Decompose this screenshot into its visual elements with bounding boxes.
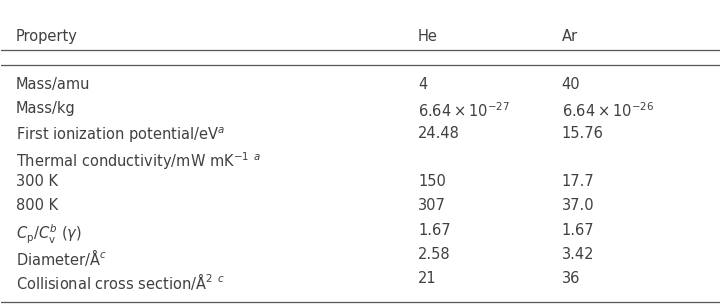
Text: 1.67: 1.67 <box>562 223 594 238</box>
Text: 307: 307 <box>418 199 446 214</box>
Text: 4: 4 <box>418 77 428 92</box>
Text: Collisional cross section/Å$^{2}$ $^{c}$: Collisional cross section/Å$^{2}$ $^{c}$ <box>16 271 225 292</box>
Text: 40: 40 <box>562 77 580 92</box>
Text: Diameter/Å$^{c}$: Diameter/Å$^{c}$ <box>16 247 107 268</box>
Text: Mass/amu: Mass/amu <box>16 77 90 92</box>
Text: Property: Property <box>16 29 78 44</box>
Text: 1.67: 1.67 <box>418 223 451 238</box>
Text: 24.48: 24.48 <box>418 126 460 141</box>
Text: 300 K: 300 K <box>16 174 58 189</box>
Text: 37.0: 37.0 <box>562 199 594 214</box>
Text: $6.64 \times 10^{-26}$: $6.64 \times 10^{-26}$ <box>562 102 654 120</box>
Text: Thermal conductivity/mW mK$^{-1}$ $^{a}$: Thermal conductivity/mW mK$^{-1}$ $^{a}$ <box>16 150 261 172</box>
Text: $6.64 \times 10^{-27}$: $6.64 \times 10^{-27}$ <box>418 102 510 120</box>
Text: He: He <box>418 29 438 44</box>
Text: 150: 150 <box>418 174 446 189</box>
Text: 2.58: 2.58 <box>418 247 451 262</box>
Text: $C_{\mathrm{p}}/C_{\mathrm{v}}^{b}$ ($\gamma$): $C_{\mathrm{p}}/C_{\mathrm{v}}^{b}$ ($\g… <box>16 223 81 246</box>
Text: Ar: Ar <box>562 29 578 44</box>
Text: First ionization potential/eV$^{a}$: First ionization potential/eV$^{a}$ <box>16 126 225 145</box>
Text: 21: 21 <box>418 271 437 286</box>
Text: 15.76: 15.76 <box>562 126 603 141</box>
Text: 36: 36 <box>562 271 580 286</box>
Text: Mass/kg: Mass/kg <box>16 102 76 117</box>
Text: 17.7: 17.7 <box>562 174 594 189</box>
Text: 800 K: 800 K <box>16 199 58 214</box>
Text: 3.42: 3.42 <box>562 247 594 262</box>
